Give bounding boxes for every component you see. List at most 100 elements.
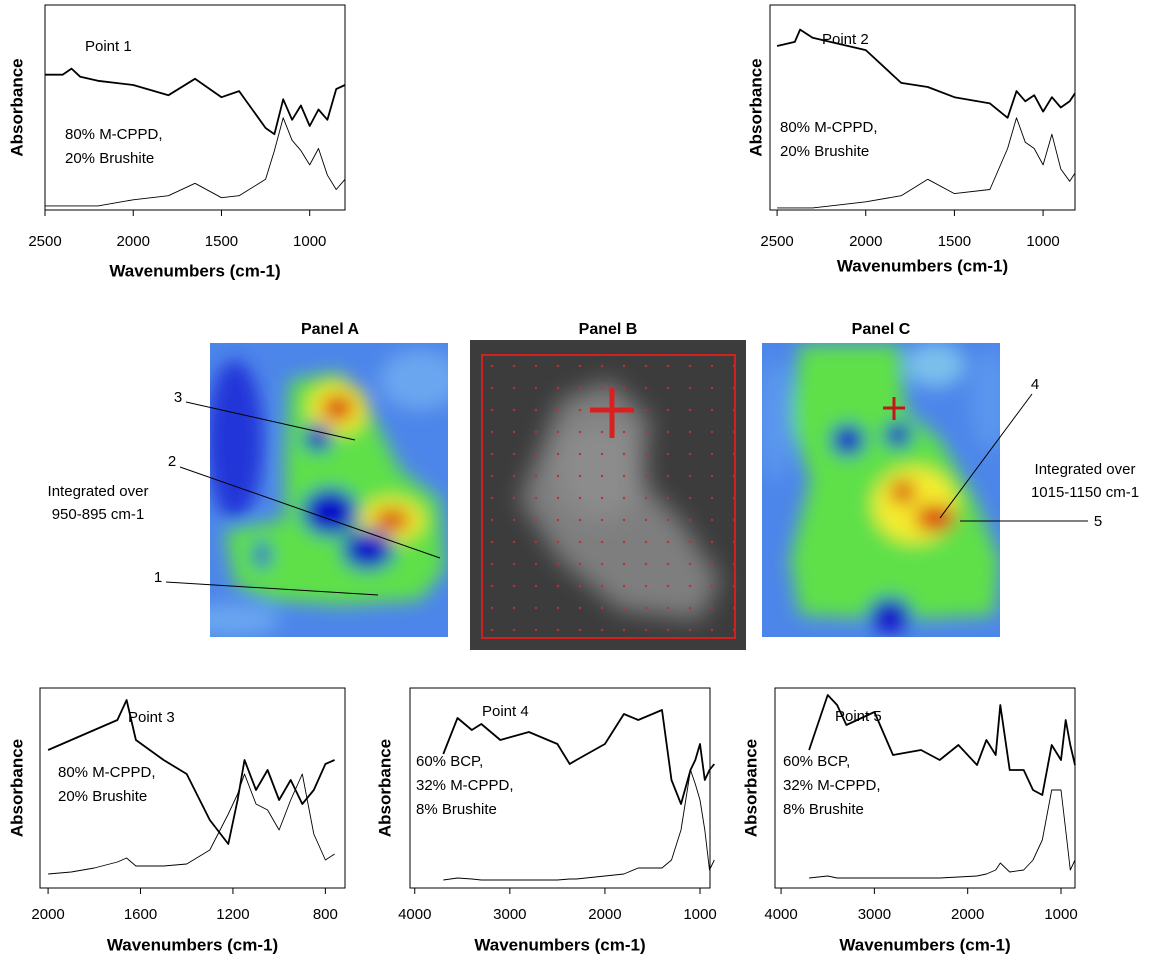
spectrum-line (45, 67, 346, 136)
grid-dot (710, 584, 714, 588)
point-label: 2 (168, 453, 176, 470)
spectrum-line (442, 709, 716, 805)
grid-dot (710, 430, 714, 434)
grid-dot (644, 496, 648, 500)
grid-dot (490, 628, 494, 632)
grid-dot (512, 364, 516, 368)
grid-dot (666, 452, 670, 456)
grid-dot (600, 386, 604, 390)
grid-dot (556, 430, 560, 434)
grid-dot (600, 474, 604, 478)
spectrum-line (776, 28, 1076, 119)
grid-dot (644, 540, 648, 544)
grid-dot (578, 584, 582, 588)
grid-dot (622, 452, 626, 456)
grid-dot (622, 540, 626, 544)
grid-dot (666, 474, 670, 478)
y-axis-title: Absorbance (741, 739, 760, 837)
grid-dot (666, 628, 670, 632)
leader-line (939, 393, 1033, 519)
grid-dot (644, 408, 648, 412)
annotation: 32% M-CPPD, (416, 777, 514, 794)
grid-dot (556, 496, 560, 500)
grid-dot (512, 452, 516, 456)
grid-dot (688, 430, 692, 434)
grid-dot (512, 584, 516, 588)
annotation: 8% Brushite (416, 801, 497, 818)
grid-dot (710, 562, 714, 566)
grid-dot (600, 364, 604, 368)
grid-dot (556, 628, 560, 632)
grid-dot (622, 430, 626, 434)
grid-dot (556, 606, 560, 610)
spectrum-line (443, 769, 715, 881)
spectrum-line (47, 699, 335, 845)
grid-dot (710, 474, 714, 478)
grid-dot (490, 474, 494, 478)
y-axis-title: Absorbance (7, 58, 26, 156)
grid-dot (512, 408, 516, 412)
annotation: 8% Brushite (783, 801, 864, 818)
x-tick-label: 1600 (124, 906, 157, 923)
grid-dot (666, 364, 670, 368)
x-tick-label: 1000 (1026, 233, 1059, 250)
panel-c-map (762, 343, 1000, 637)
leader-line (185, 401, 356, 441)
spectrum-line (45, 117, 346, 207)
annotation: 80% M-CPPD, (58, 764, 156, 781)
point-label: 3 (174, 389, 182, 406)
grid-dot (688, 452, 692, 456)
grid-dot (600, 562, 604, 566)
grid-dot (556, 386, 560, 390)
x-axis-title: Wavenumbers (cm-1) (107, 935, 278, 954)
grid-dot (666, 518, 670, 522)
grid-dot (578, 474, 582, 478)
grid-dot (534, 606, 538, 610)
x-axis-title: Wavenumbers (cm-1) (109, 261, 280, 280)
grid-dot (688, 540, 692, 544)
grid-dot (688, 606, 692, 610)
grid-dot (688, 518, 692, 522)
grid-dot (512, 606, 516, 610)
grid-dot (600, 518, 604, 522)
grid-dot (534, 386, 538, 390)
grid-dot (622, 364, 626, 368)
x-tick-label: 4000 (398, 906, 431, 923)
grid-dot (556, 364, 560, 368)
point-label: 1 (154, 569, 162, 586)
panel-b-image (470, 340, 746, 650)
grid-dot (556, 452, 560, 456)
grid-dot (534, 540, 538, 544)
grid-dot (688, 474, 692, 478)
grid-dot (600, 606, 604, 610)
annotation: 80% M-CPPD, (780, 119, 878, 136)
grid-dot (600, 584, 604, 588)
grid-dot (644, 518, 648, 522)
grid-dot (666, 430, 670, 434)
grid-dot (556, 474, 560, 478)
panel-a-map (210, 343, 448, 637)
panel-title: Panel C (852, 321, 911, 338)
x-axis-title: Wavenumbers (cm-1) (837, 256, 1008, 275)
grid-dot (490, 562, 494, 566)
grid-dot (622, 496, 626, 500)
grid-dot (490, 584, 494, 588)
grid-dot (490, 518, 494, 522)
grid-dot (622, 628, 626, 632)
y-axis-title: Absorbance (375, 739, 394, 837)
grid-dot (578, 496, 582, 500)
grid-dot (600, 452, 604, 456)
plot-frame (409, 687, 711, 889)
grid-dot (600, 540, 604, 544)
grid-dot (534, 474, 538, 478)
annotation: 60% BCP, (416, 753, 483, 770)
grid-dot (622, 584, 626, 588)
grid-dot (578, 408, 582, 412)
grid-dot (600, 430, 604, 434)
grid-dot (644, 562, 648, 566)
grid-dot (666, 408, 670, 412)
x-tick-label: 2000 (117, 233, 150, 250)
spectrum-line (777, 117, 1076, 209)
grid-dot (534, 584, 538, 588)
